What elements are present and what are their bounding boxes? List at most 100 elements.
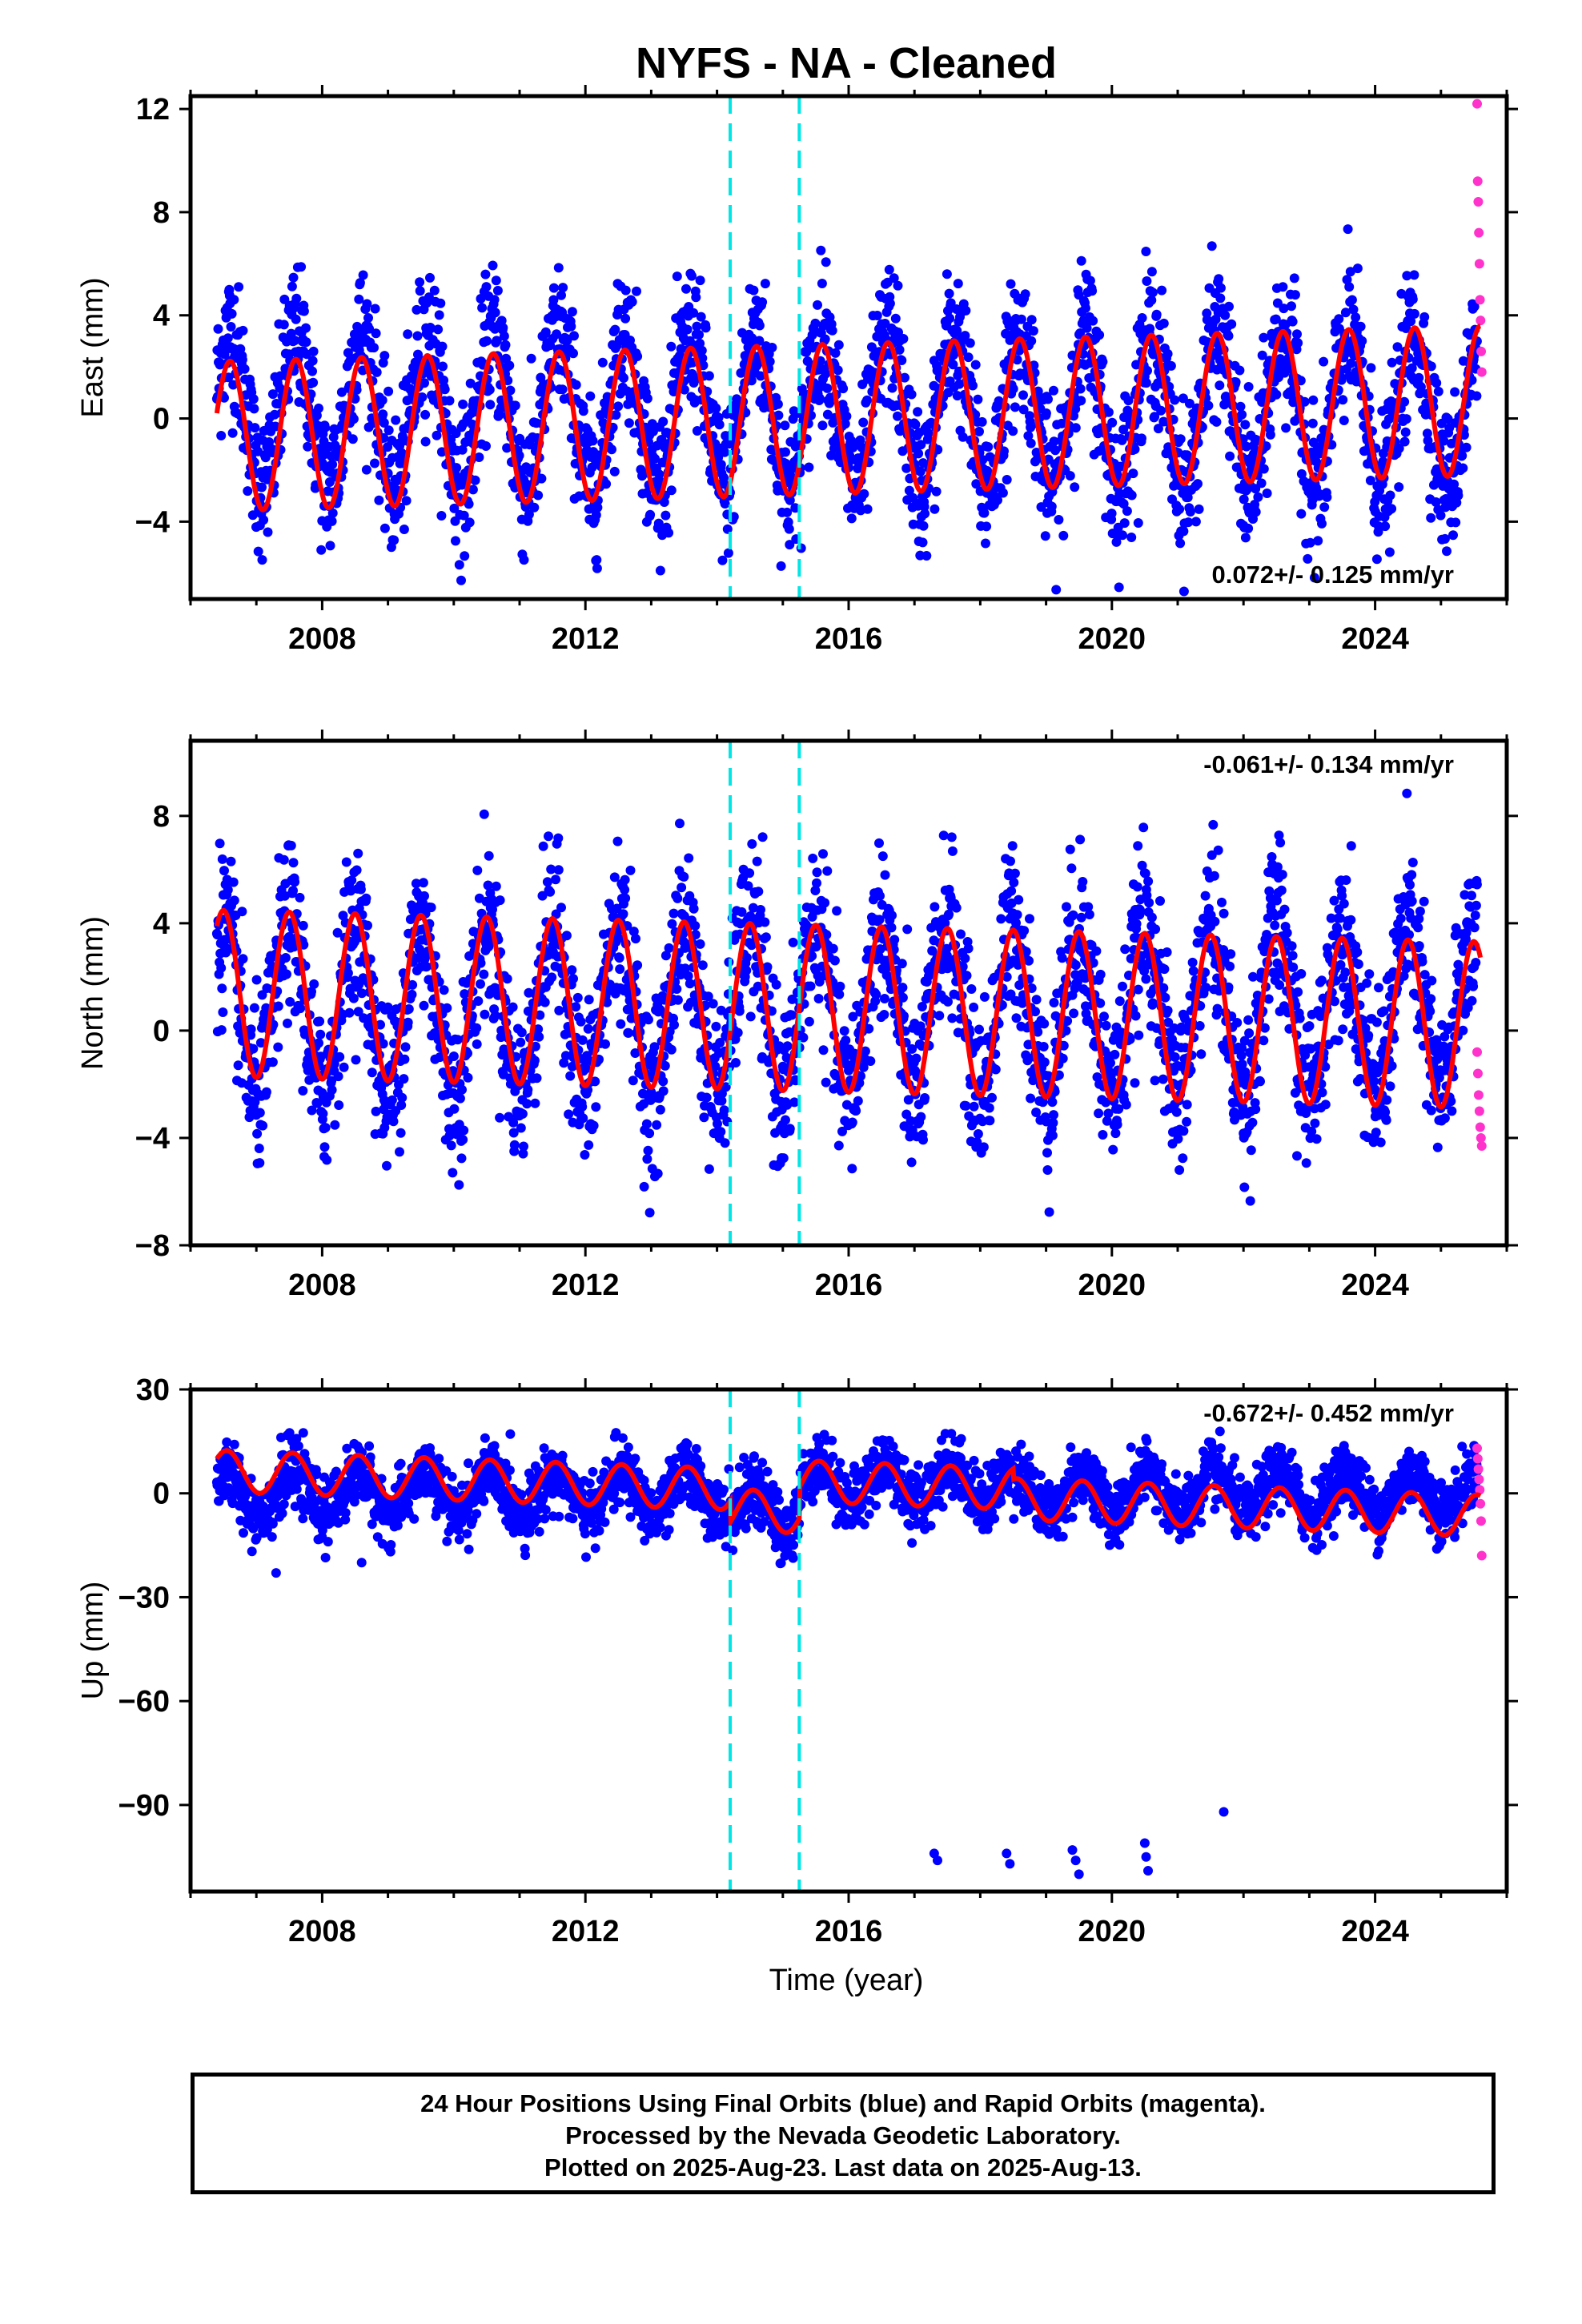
- east-data-point: [399, 525, 409, 534]
- north-data-point: [620, 893, 631, 903]
- north-data-point: [782, 1100, 793, 1110]
- north-data-point: [248, 1043, 259, 1054]
- east-data-point: [1313, 536, 1323, 546]
- east-data-point: [484, 384, 495, 395]
- east-data-point: [1250, 500, 1260, 509]
- north-data-point: [420, 891, 429, 901]
- east-data-point: [1137, 433, 1146, 444]
- east-data-point: [1012, 355, 1022, 365]
- north-data-point: [713, 1119, 722, 1129]
- east-data-point: [1170, 395, 1180, 405]
- east-data-point: [482, 336, 492, 346]
- east-data-point: [993, 495, 1002, 505]
- north-data-point: [298, 1086, 308, 1096]
- north-data-point: [288, 886, 298, 896]
- east-data-point: [965, 338, 975, 348]
- north-data-point: [874, 838, 884, 848]
- east-data-point: [1215, 293, 1226, 304]
- east-data-point: [687, 271, 697, 281]
- east-data-point: [1118, 530, 1127, 541]
- north-data-point: [530, 1041, 540, 1051]
- east-data-point: [1146, 267, 1157, 277]
- east-data-point: [1158, 318, 1169, 328]
- east-data-point: [413, 349, 423, 360]
- east-data-point: [1243, 382, 1254, 392]
- east-data-point: [369, 343, 379, 353]
- north-data-point: [216, 963, 227, 973]
- north-data-point: [554, 1005, 564, 1015]
- east-data-point: [1070, 482, 1080, 493]
- north-data-point: [483, 931, 493, 941]
- east-data-point: [1450, 387, 1460, 397]
- east-data-point: [760, 279, 770, 289]
- north-data-point: [711, 1021, 721, 1031]
- east-data-point: [1119, 518, 1130, 529]
- east-data-point: [890, 313, 901, 324]
- north-data-point: [216, 1025, 227, 1035]
- east-data-point: [1290, 290, 1300, 300]
- east-data-point: [682, 324, 693, 335]
- north-data-point: [985, 1116, 995, 1126]
- east-data-point: [1261, 441, 1271, 452]
- north-data-point: [620, 885, 630, 895]
- north-data-point: [215, 838, 225, 849]
- north-data-point: [871, 989, 881, 999]
- east-data-point: [401, 496, 412, 506]
- east-y-tick-label: 0: [153, 403, 170, 436]
- east-data-point: [1407, 363, 1417, 373]
- east-frame: [188, 94, 1509, 601]
- north-data-point: [523, 1084, 533, 1095]
- north-data-point: [1044, 1207, 1054, 1217]
- east-data-point: [370, 304, 380, 314]
- north-data-point: [399, 1074, 409, 1084]
- north-data-point: [448, 1051, 459, 1061]
- east-data-point: [377, 395, 387, 405]
- north-data-point: [483, 880, 493, 891]
- north-data-point: [255, 1108, 265, 1118]
- east-data-point: [776, 561, 786, 571]
- east-data-point: [1075, 328, 1086, 338]
- north-data-point: [421, 962, 432, 972]
- east-data-point: [756, 371, 765, 381]
- east-data-point: [872, 311, 882, 320]
- north-data-point: [280, 953, 291, 963]
- north-data-point: [472, 1023, 482, 1033]
- east-rapid-point: [1475, 295, 1485, 305]
- east-y-axis-label: East (mm): [76, 277, 110, 417]
- north-data-point: [488, 904, 497, 915]
- north-data-point: [388, 1116, 399, 1127]
- north-data-point: [630, 1048, 640, 1058]
- east-data-point: [485, 400, 496, 410]
- east-data-point: [1352, 263, 1363, 274]
- east-data-point: [1026, 422, 1036, 432]
- north-data-point: [741, 952, 752, 963]
- north-data-point: [404, 1004, 414, 1014]
- east-data-point: [780, 420, 790, 431]
- east-data-point: [661, 510, 671, 521]
- east-data-point: [981, 538, 990, 549]
- north-data-point: [283, 1018, 292, 1028]
- north-data-point: [547, 972, 557, 983]
- east-data-point: [1151, 309, 1162, 320]
- north-data-point: [446, 1140, 456, 1151]
- east-data-point: [982, 466, 993, 476]
- north-data-point: [351, 1055, 361, 1065]
- east-data-point: [654, 469, 665, 480]
- east-data-point: [290, 336, 300, 346]
- east-data-point: [320, 423, 331, 432]
- north-data-point: [690, 921, 701, 931]
- north-data-point: [669, 1019, 679, 1030]
- east-data-point: [379, 351, 390, 361]
- east-data-point: [1214, 274, 1224, 284]
- north-data-point: [875, 891, 885, 901]
- east-data-point: [921, 551, 932, 561]
- north-data-point: [658, 1076, 669, 1087]
- north-data-point: [535, 1010, 545, 1020]
- north-data-point: [960, 953, 970, 963]
- east-data-point: [1385, 490, 1395, 501]
- north-data-point: [669, 908, 679, 919]
- north-data-point: [322, 1155, 332, 1165]
- east-data-point: [1142, 276, 1152, 286]
- north-data-point: [330, 1120, 340, 1130]
- east-data-point: [1387, 357, 1397, 368]
